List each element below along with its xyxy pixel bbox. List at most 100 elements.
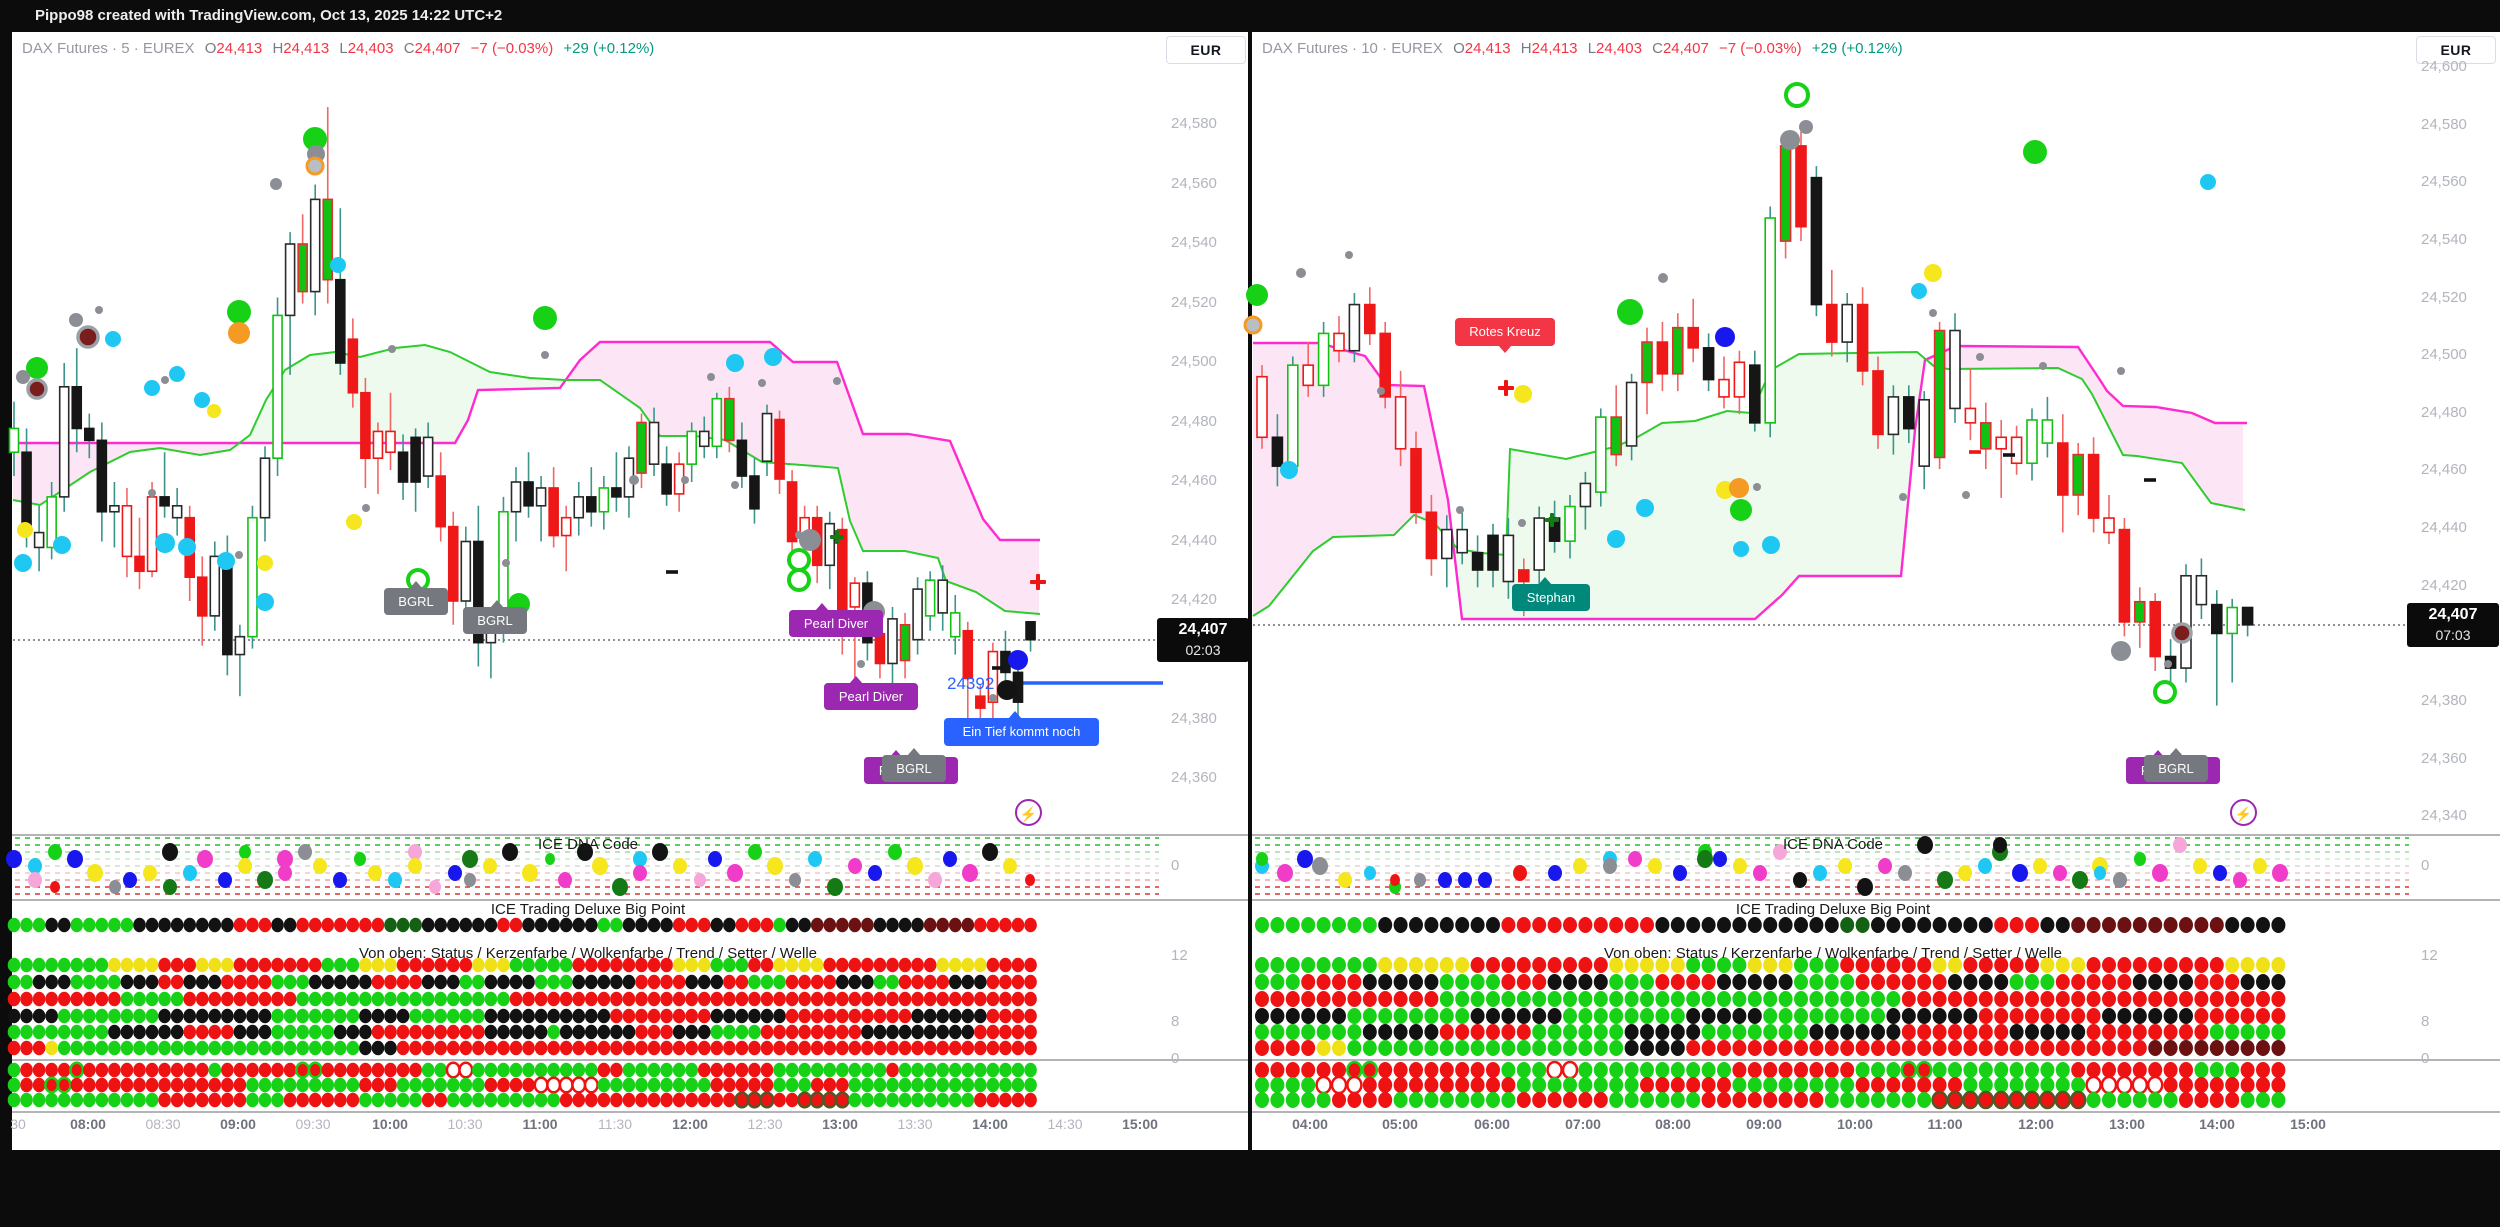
row-dot [1563,1008,1577,1024]
lightning-badge-right[interactable]: ⚡ [2230,799,2257,826]
row-dot [2071,974,2086,990]
row-dot [1732,1024,1747,1040]
candle-body [698,430,710,448]
row-dot [308,1024,322,1040]
row-dot [1948,957,1962,973]
row-dot [1609,1077,1624,1093]
row-dot [2256,957,2270,973]
annotation-bgrl[interactable]: BGRL [384,581,448,615]
row-dot [1640,957,1654,973]
time-axis-label: 11:30 [598,1116,632,1132]
row-dot [334,957,347,973]
row-dot [1686,1040,1701,1056]
row-dot [195,974,209,990]
price-axis-label: 24,520 [1171,294,1217,311]
candle-body [2134,600,2146,623]
lightning-badge-left[interactable]: ⚡ [1015,799,1042,826]
dna-dot [1603,858,1617,874]
row-dot [20,917,33,933]
row-dot [221,1008,234,1024]
annotation-stephan[interactable]: Stephan [1512,577,1590,611]
row-dot [1332,1092,1346,1108]
row-dot [158,957,171,973]
row-dot [1332,1008,1346,1024]
price-axis-label: 24,440 [2421,519,2467,536]
candle-body [2103,517,2115,534]
candle-body [347,338,359,394]
row-dot [785,1024,799,1040]
signal-dot [758,379,766,387]
plus-marker [1545,518,1559,522]
currency-button-right[interactable]: EUR [2416,36,2496,64]
row-dot [1578,991,1593,1007]
row-dot [45,957,58,973]
row-dot [1886,917,1901,933]
row-dot [2025,957,2039,973]
signal-dot [833,377,841,385]
row-dot-ring [56,1076,72,1094]
annotation-bgrl[interactable]: BGRL [2144,748,2208,782]
dna-dot [462,850,478,868]
row-dot [1486,1092,1500,1108]
row-dot [1963,1008,1978,1024]
row-dot [2194,974,2209,990]
signal-dot [388,345,396,353]
row-dot [861,1092,874,1108]
row-dot [823,1077,837,1093]
row-dot [145,1092,159,1108]
row-dot [32,1062,46,1078]
dna-dot [2094,866,2106,880]
row-dot [1393,957,1408,973]
row-dot-ring [533,1076,549,1094]
candle-body [1502,534,1515,583]
annotation-bgrl[interactable]: BGRL [463,600,527,634]
annotation-bgrl[interactable]: BGRL [882,748,946,782]
candle-body [1610,416,1622,456]
row-dot-ring [1361,1060,1379,1080]
dna-dot [1813,865,1827,881]
row-dot-ring [2116,1075,2133,1095]
row-dot [547,1092,560,1108]
row-dot [2040,1077,2055,1093]
price-level-label[interactable]: 24392 [947,674,995,693]
row-dot [873,1062,887,1078]
dna-dot [2053,865,2067,881]
row-dot [271,974,284,990]
row-dot [723,1008,736,1024]
dna-dot [1753,865,1767,881]
row-dot [384,1024,397,1040]
dna-dot [388,872,402,888]
row-dot [948,991,962,1007]
dna-dot [868,865,882,881]
annotation-pointer [815,603,829,611]
row-dot [158,1062,171,1078]
row-dot [911,974,924,990]
row-dot [108,991,121,1007]
annotation-rotes-kreuz[interactable]: Rotes Kreuz [1455,318,1555,353]
candle-body [385,430,396,454]
row-dot-ring [2023,1090,2041,1110]
row-dot [1655,1092,1670,1108]
row-dot [735,917,749,933]
currency-button-left[interactable]: EUR [1166,36,1246,64]
row-dot [2225,1092,2240,1108]
row-dot [622,957,636,973]
annotation-pearl-diver[interactable]: Pearl Diver [824,676,918,710]
row-dot [1840,974,1855,990]
row-dot [409,1008,422,1024]
row-dot [108,957,121,973]
row-dot [861,974,874,990]
dna-dot [197,850,213,868]
annotation-pearl-diver[interactable]: Pearl Diver [789,603,883,637]
row-dot [798,1008,811,1024]
annotation-ein-tief-kommt-noch[interactable]: Ein Tief kommt noch [944,711,1099,746]
row-dot [446,917,460,933]
row-dot [1809,974,1824,990]
candle-body [523,481,534,507]
signal-dot [1899,493,1907,501]
row-dot [57,1008,71,1024]
row-dot [1747,1040,1762,1056]
row-dot [208,974,222,990]
row-dot [1794,991,1808,1007]
row-dot [120,1077,134,1093]
